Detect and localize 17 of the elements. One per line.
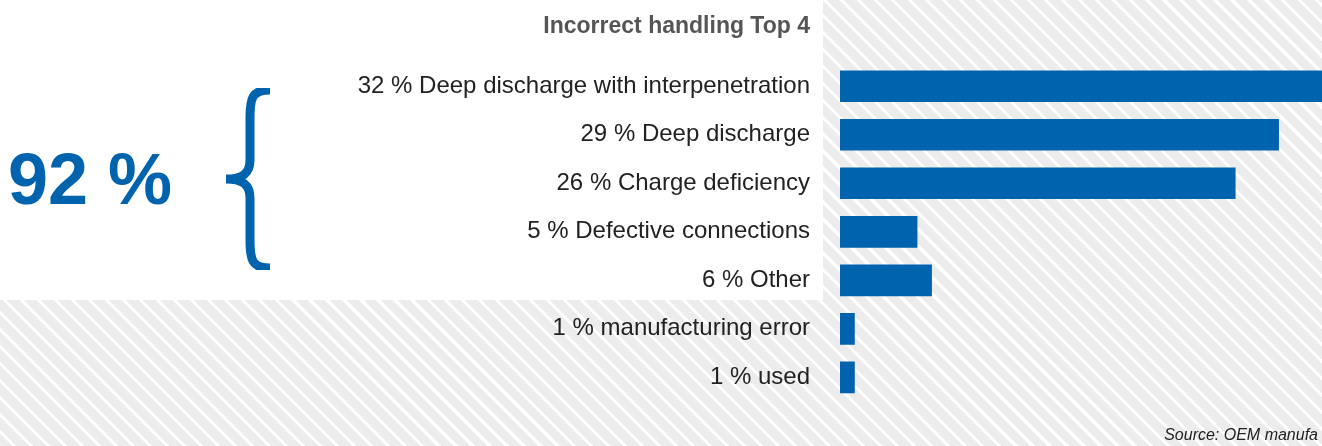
bar (840, 313, 855, 345)
text: 92 % (8, 138, 173, 219)
y-tick-label: 5 % Defective connections (527, 216, 810, 244)
y-tick-label: 26 % Charge deficiency (556, 167, 810, 195)
y-tick-label: 29 % Deep discharge (580, 119, 810, 147)
y-tick-label: 6 % Other (701, 264, 811, 292)
chart-title: Incorrect handling Top 4 (543, 12, 811, 39)
bar (840, 215, 918, 248)
bar (840, 167, 1236, 200)
y-tick-label: 1 % used (709, 361, 810, 389)
y-tick-label: 1 % manufacturing error (552, 313, 810, 341)
bar (840, 264, 932, 297)
bar (840, 70, 1322, 103)
source-note: Source: OEM manufa (1164, 426, 1319, 444)
y-tick-label: 32 % Deep discharge with interpenetration (357, 70, 810, 98)
bar (840, 118, 1279, 151)
bar (840, 361, 855, 394)
